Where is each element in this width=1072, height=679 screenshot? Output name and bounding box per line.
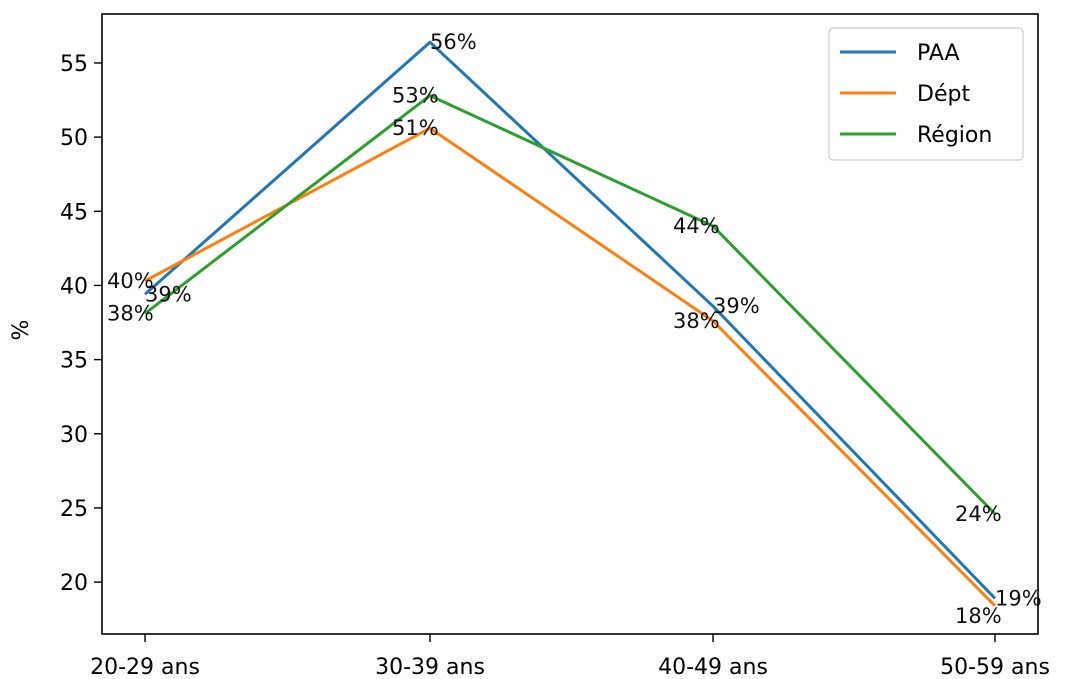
data-label: 53% <box>392 84 439 108</box>
legend-label: Dépt <box>917 82 970 107</box>
data-label: 44% <box>673 214 720 238</box>
x-tick-label: 20-29 ans <box>90 655 200 679</box>
data-label: 19% <box>995 586 1042 610</box>
x-tick-label: 30-39 ans <box>375 655 485 679</box>
data-label: 38% <box>107 302 154 326</box>
data-label: 24% <box>955 502 1002 526</box>
y-tick-label: 50 <box>60 126 88 151</box>
x-tick-label: 40-49 ans <box>658 655 768 679</box>
data-label: 51% <box>392 116 439 140</box>
x-axis: 20-29 ans 30-39 ans 40-49 ans 50-59 ans <box>90 634 1050 679</box>
data-label: 38% <box>673 309 720 333</box>
x-tick-label: 50-59 ans <box>940 655 1050 679</box>
y-tick-label: 25 <box>60 497 88 522</box>
y-axis: 20 25 30 35 40 45 50 55 <box>60 52 102 596</box>
data-label: 56% <box>430 30 477 54</box>
y-tick-label: 45 <box>60 200 88 225</box>
legend-label: Région <box>917 123 992 148</box>
legend: PAA Dépt Région <box>829 28 1023 160</box>
y-tick-label: 30 <box>60 423 88 448</box>
y-tick-label: 20 <box>60 571 88 596</box>
legend-label: PAA <box>917 41 960 66</box>
y-axis-title: % <box>9 320 34 341</box>
y-tick-label: 35 <box>60 349 88 374</box>
y-tick-label: 55 <box>60 52 88 77</box>
data-label: 39% <box>713 294 760 318</box>
y-tick-label: 40 <box>60 274 88 299</box>
series-line-1 <box>145 128 995 606</box>
data-label: 18% <box>955 604 1002 628</box>
data-label: 40% <box>107 269 154 293</box>
